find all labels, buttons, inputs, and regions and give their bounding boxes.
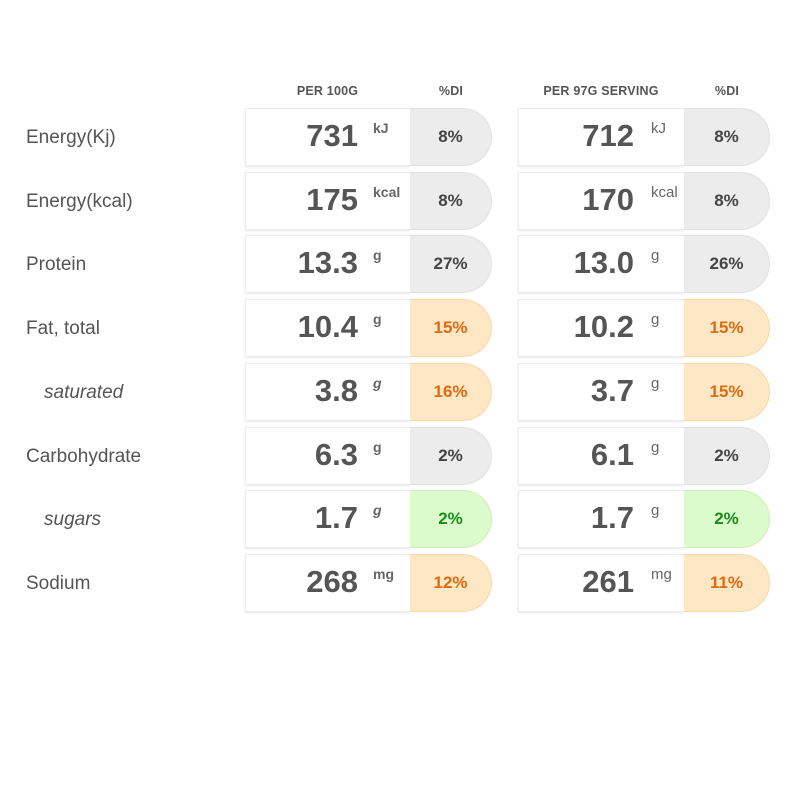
value-per-100g-box: 731 kJ [245, 108, 410, 166]
di-per-100g-badge: 16% [410, 362, 492, 421]
di-per-100g-badge: 27% [410, 235, 492, 294]
di-per-100g-badge: 15% [410, 299, 492, 358]
value-per-serving: 6.1 [590, 436, 634, 472]
unit-per-100g: g [373, 247, 382, 264]
unit-per-serving: kcal [651, 183, 678, 201]
value-per-100g-box: 13.3 g [245, 235, 410, 294]
nutrient-label: Protein [26, 254, 87, 276]
nutrient-row: Energy(kcal) 175 kcal 8% 170 kcal 8% [0, 171, 800, 232]
di-per-100g-badge: 2% [410, 426, 492, 485]
value-per-100g-box: 268 mg [245, 553, 410, 612]
value-per-serving: 13.0 [573, 245, 634, 281]
header-per-100g: PER 100G [296, 84, 359, 98]
nutrient-row: saturated 3.8 g 16% 3.7 g 15% [0, 362, 800, 423]
value-per-100g: 175 [306, 181, 358, 217]
di-per-serving-badge: 2% [684, 426, 770, 485]
di-per-serving-badge: 2% [684, 490, 770, 549]
value-per-serving-box: 712 kJ [518, 108, 684, 166]
unit-per-serving: mg [651, 565, 672, 583]
value-per-100g: 6.3 [314, 436, 358, 472]
di-per-100g-badge: 12% [410, 553, 492, 612]
value-per-serving: 170 [582, 181, 634, 217]
di-per-serving-badge: 15% [684, 299, 770, 358]
nutrient-row: Energy(Kj) 731 kJ 8% 712 kJ 8% [0, 108, 800, 168]
value-per-serving-box: 261 mg [518, 553, 684, 612]
header-di-serving: %DI [714, 84, 740, 98]
nutrient-row: sugars 1.7 g 2% 1.7 g 2% [0, 490, 800, 550]
nutrient-row: Protein 13.3 g 27% 13.0 g 26% [0, 235, 800, 295]
unit-per-serving: g [651, 502, 660, 520]
di-per-serving-badge: 26% [684, 235, 770, 294]
header-di-100g: %DI [438, 84, 464, 98]
value-per-100g-box: 6.3 g [245, 426, 410, 485]
unit-per-100g: g [373, 438, 382, 455]
nutrient-label: sugars [44, 509, 102, 531]
nutrient-label: Fat, total [26, 318, 100, 340]
value-per-serving: 3.7 [590, 372, 634, 408]
unit-per-100g: mg [373, 565, 394, 582]
value-per-100g: 13.3 [297, 245, 358, 281]
value-per-serving-box: 3.7 g [518, 362, 684, 421]
value-per-serving-box: 10.2 g [518, 299, 684, 358]
value-per-100g-box: 3.8 g [245, 362, 410, 421]
di-per-serving-badge: 8% [684, 171, 770, 230]
unit-per-serving: g [651, 438, 660, 456]
value-per-serving: 261 [582, 563, 634, 599]
value-per-100g: 3.8 [314, 372, 358, 408]
value-per-100g: 1.7 [314, 500, 358, 536]
nutrient-row: Carbohydrate 6.3 g 2% 6.1 g 2% [0, 426, 800, 487]
unit-per-serving: g [651, 374, 660, 392]
value-per-100g: 268 [306, 563, 358, 599]
unit-per-100g: g [373, 502, 382, 519]
unit-per-serving: kJ [651, 120, 666, 137]
value-per-serving: 10.2 [573, 309, 634, 345]
unit-per-100g: kcal [373, 183, 401, 200]
value-per-serving-box: 6.1 g [518, 426, 684, 485]
nutrient-label: Energy(kcal) [26, 190, 133, 212]
di-per-100g-badge: 2% [410, 490, 492, 549]
di-per-serving-badge: 8% [684, 108, 770, 166]
di-per-serving-badge: 11% [684, 553, 770, 612]
nutrient-label: saturated [44, 381, 124, 403]
value-per-100g: 10.4 [297, 309, 358, 345]
nutrient-row: Fat, total 10.4 g 15% 10.2 g 15% [0, 299, 800, 359]
value-per-100g: 731 [306, 118, 358, 153]
unit-per-100g: g [373, 311, 382, 328]
unit-per-100g: kJ [373, 120, 389, 136]
value-per-serving-box: 13.0 g [518, 235, 684, 294]
nutrient-row: Sodium 268 mg 12% 261 mg 11% [0, 553, 800, 614]
nutrient-label: Energy(Kj) [26, 127, 116, 148]
unit-per-serving: g [651, 247, 660, 265]
unit-per-100g: g [373, 374, 382, 391]
unit-per-serving: g [651, 311, 660, 329]
di-per-serving-badge: 15% [684, 362, 770, 421]
value-per-100g-box: 175 kcal [245, 171, 410, 230]
value-per-serving: 1.7 [590, 500, 634, 536]
value-per-100g-box: 10.4 g [245, 299, 410, 358]
nutrient-label: Sodium [26, 572, 91, 594]
value-per-100g-box: 1.7 g [245, 490, 410, 549]
value-per-serving-box: 1.7 g [518, 490, 684, 549]
header-per-serving: PER 97G SERVING [543, 84, 659, 98]
value-per-serving: 712 [582, 118, 634, 153]
nutrient-label: Carbohydrate [26, 445, 142, 467]
di-per-100g-badge: 8% [410, 108, 492, 166]
di-per-100g-badge: 8% [410, 171, 492, 230]
value-per-serving-box: 170 kcal [518, 171, 684, 230]
